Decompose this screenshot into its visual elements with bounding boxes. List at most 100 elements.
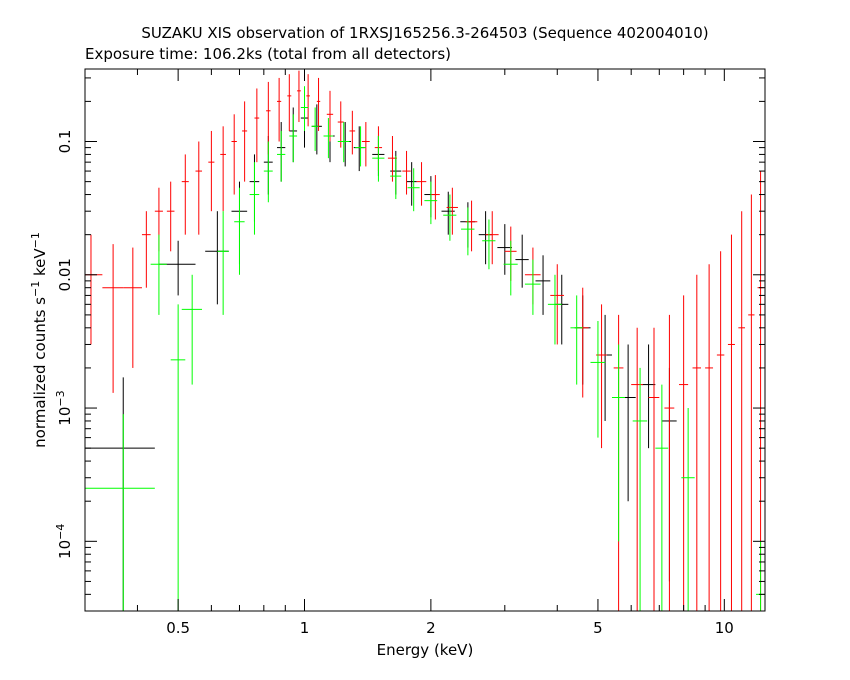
data-point (337, 122, 350, 163)
y-tick-label-base: 0.1 (56, 130, 74, 154)
data-point (524, 259, 541, 315)
data-point (424, 181, 438, 225)
data-point (407, 168, 420, 212)
data-point (123, 247, 142, 368)
data-point (748, 194, 755, 611)
data-point (461, 207, 475, 256)
data-point (249, 162, 260, 235)
data-point (641, 344, 656, 449)
y-tick-label: 10−3 (54, 390, 74, 425)
data-point (430, 175, 440, 220)
data-point (217, 211, 229, 315)
data-point (287, 74, 292, 131)
data-point (353, 126, 365, 172)
data-point (349, 110, 356, 155)
data-point (738, 211, 745, 611)
series-2 (85, 86, 765, 611)
data-point (85, 377, 155, 611)
data-point (576, 287, 589, 398)
data-point (141, 211, 151, 288)
data-point (220, 126, 226, 212)
data-point (316, 77, 321, 131)
data-point (482, 219, 496, 270)
y-tick-label-exp: −4 (54, 524, 67, 540)
data-point (311, 104, 322, 155)
data-point (692, 274, 702, 611)
y-axis-label-exp2: −1 (29, 232, 42, 248)
y-axis-label-mid: keV (31, 248, 49, 281)
data-point (181, 274, 203, 385)
y-tick-label-exp: −3 (54, 390, 67, 406)
x-axis-label: Energy (keV) (377, 641, 474, 659)
data-point (231, 114, 237, 195)
data-point (446, 187, 458, 235)
data-point (311, 107, 319, 151)
chart-title: SUZAKU XIS observation of 1RXSJ165256.3-… (141, 24, 708, 42)
data-point (402, 150, 411, 195)
data-point (195, 141, 203, 235)
series-0 (85, 95, 677, 611)
data-point (254, 88, 260, 163)
x-tick-label: 10 (715, 619, 734, 637)
data-point (655, 384, 669, 611)
data-point (306, 74, 310, 127)
data-point (590, 320, 606, 438)
y-axis-label-base: normalized counts s (31, 297, 49, 448)
data-point (242, 101, 248, 182)
data-point (756, 541, 765, 611)
x-tick-label: 1 (300, 619, 310, 637)
data-point (390, 155, 402, 200)
y-tick-label: 0.01 (56, 258, 74, 291)
data-point (158, 240, 196, 296)
y-axis-label: normalized counts s−1 keV−1 (29, 232, 49, 448)
data-point (372, 135, 385, 182)
data-point (648, 327, 660, 611)
data-point (681, 408, 695, 611)
data-point (664, 314, 675, 611)
data-point (679, 295, 689, 611)
y-axis-label-exp1: −1 (29, 281, 42, 297)
data-point (323, 118, 334, 159)
data-point (611, 344, 626, 542)
data-point (631, 327, 643, 611)
data-point (166, 181, 175, 252)
data-point (503, 240, 518, 296)
data-point (485, 211, 499, 265)
data-point (337, 101, 344, 148)
data-point (289, 114, 298, 163)
data-point (263, 141, 273, 203)
data-point (632, 367, 648, 611)
data-point (705, 264, 714, 611)
data-point (716, 251, 725, 611)
data-point (277, 130, 286, 182)
data-point (535, 255, 551, 315)
data-point (361, 122, 370, 167)
x-tick-label: 2 (426, 619, 436, 637)
data-point (416, 162, 427, 206)
x-tick-label: 5 (593, 619, 603, 637)
data-point (150, 234, 167, 315)
data-point (326, 90, 334, 142)
data-point (102, 244, 124, 393)
data-point (597, 314, 612, 421)
y-tick-label: 0.1 (56, 130, 74, 154)
y-tick-label-base: 0.01 (56, 258, 74, 291)
data-point (515, 234, 529, 288)
x-tick-label: 0.5 (166, 619, 190, 637)
data-point (297, 70, 301, 123)
data-point (727, 234, 735, 611)
data-point (547, 274, 562, 345)
data-point (277, 77, 282, 142)
data-point (443, 194, 457, 241)
data-point (85, 414, 155, 611)
y-tick-label-base: 10 (56, 407, 74, 426)
plot-frame (84, 68, 766, 612)
data-layer (85, 70, 765, 611)
data-point (181, 154, 189, 235)
y-tick-label-base: 10 (56, 540, 74, 559)
data-point (478, 211, 493, 265)
data-point (570, 295, 583, 385)
data-point (208, 130, 215, 212)
